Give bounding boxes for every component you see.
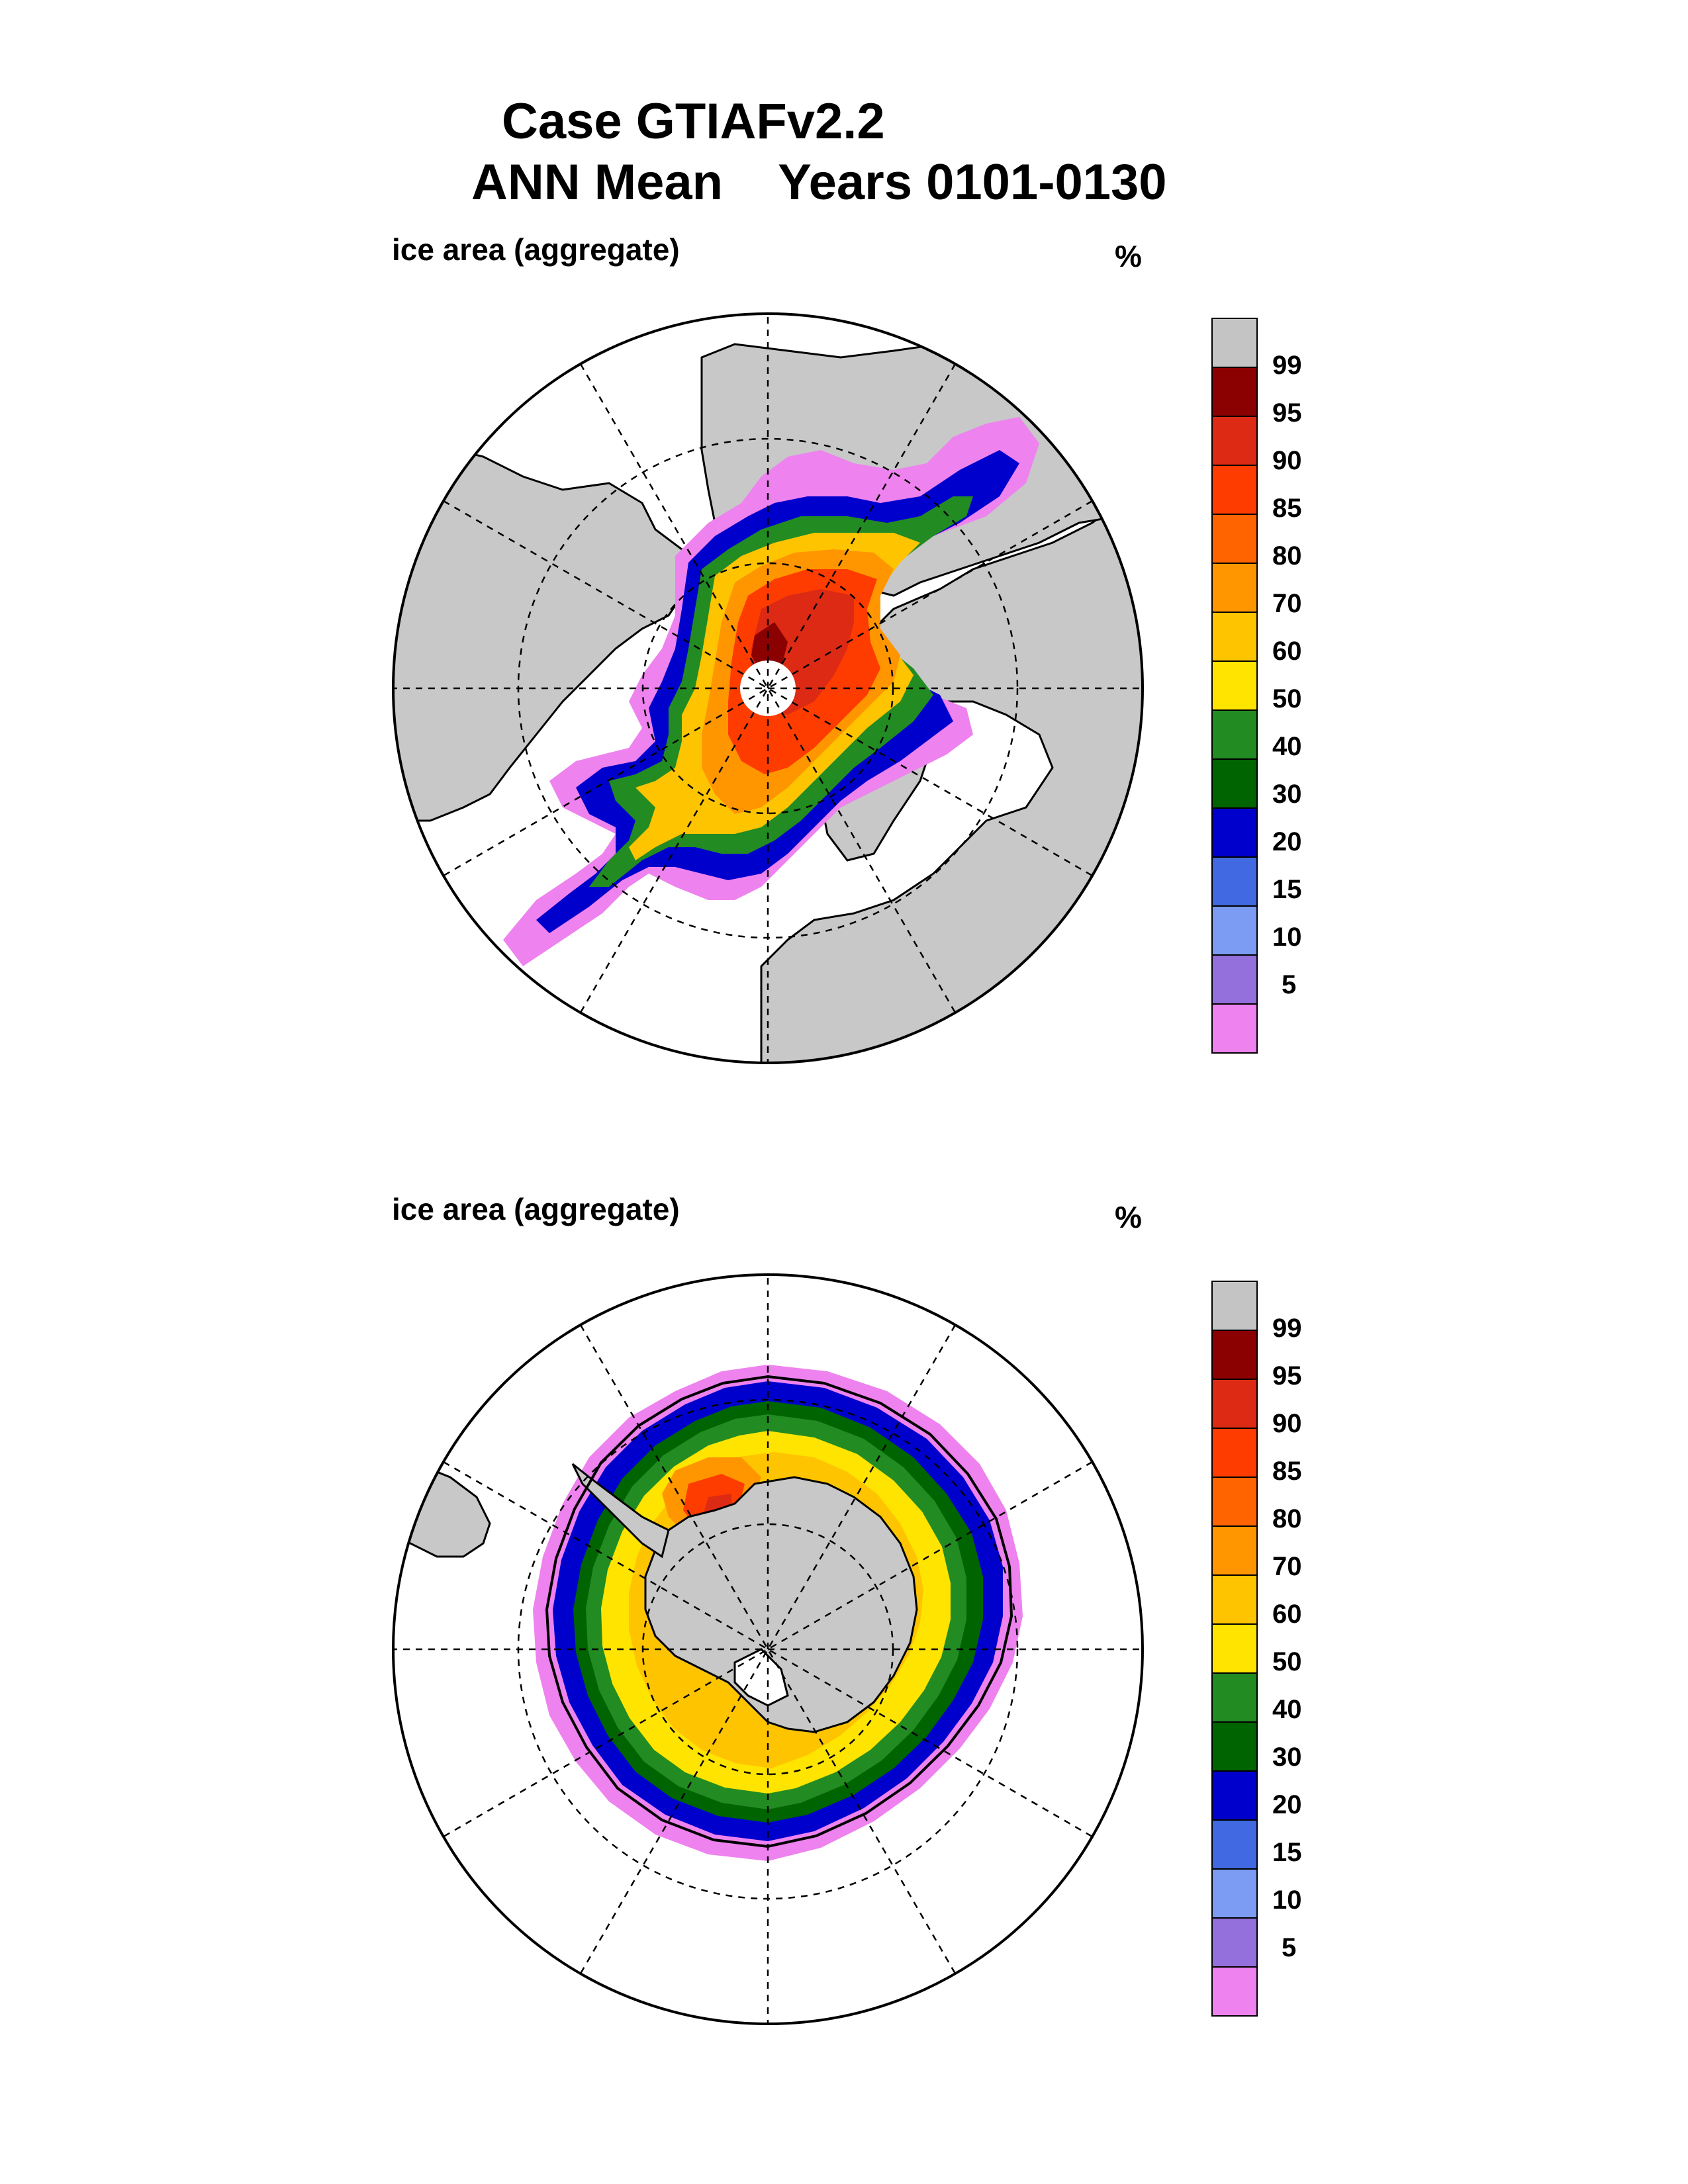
colorbar-swatch: [1211, 858, 1258, 907]
colorbar-level-label: 60: [1272, 637, 1302, 666]
south-unit-label: %: [1115, 1200, 1142, 1234]
colorbar-swatch: [1211, 368, 1258, 417]
colorbar-level-label: 30: [1272, 1743, 1302, 1772]
south-colorbar-boxes: [1211, 1281, 1258, 2017]
colorbar-swatch: [1211, 1380, 1258, 1429]
colorbar-swatch: [1211, 1674, 1258, 1723]
colorbar-swatch: [1211, 515, 1258, 564]
antarctic-map: [392, 1273, 1144, 2025]
colorbar-swatch: [1211, 1772, 1258, 1821]
colorbar-swatch: [1211, 1527, 1258, 1576]
colorbar-swatch: [1211, 564, 1258, 613]
colorbar-level-label: 5: [1282, 970, 1297, 999]
north-unit-label: %: [1115, 239, 1142, 273]
ross-ice-shelf: [733, 1648, 789, 1707]
title-line-1: Case GTIAFv2.2: [502, 93, 885, 150]
colorbar-swatch: [1211, 809, 1258, 858]
graticule: [393, 1275, 1143, 2024]
antarctic-peninsula-land: [571, 1463, 670, 1559]
colorbar-swatch: [1211, 1331, 1258, 1380]
colorbar-level-label: 20: [1272, 827, 1302, 856]
colorbar-level-label: 20: [1272, 1790, 1302, 1819]
colorbar-level-label: 15: [1272, 875, 1302, 904]
north-colorbar: 99 95 90 85 80 70 60 50 40 30 20 15 10 5: [1211, 318, 1302, 1054]
north-panel-label: ice area (aggregate): [392, 232, 680, 267]
colorbar-level-label: 80: [1272, 541, 1302, 570]
colorbar-swatch: [1211, 318, 1258, 368]
colorbar-swatch: [1211, 1968, 1258, 2017]
colorbar-level-label: 95: [1272, 398, 1302, 428]
colorbar-swatch: [1211, 1723, 1258, 1772]
map-border: [392, 1273, 1144, 2025]
south-colorbar: 99 95 90 85 80 70 60 50 40 30 20 15 10 5: [1211, 1281, 1302, 2017]
colorbar-level-label: 99: [1272, 351, 1302, 380]
graticule: [393, 314, 1143, 1063]
colorbar-level-label: 90: [1272, 1409, 1302, 1438]
colorbar-swatch: [1211, 466, 1258, 515]
colorbar-level-label: 50: [1272, 684, 1302, 713]
colorbar-swatch: [1211, 1005, 1258, 1054]
colorbar-swatch: [1211, 1919, 1258, 1968]
colorbar-swatch: [1211, 711, 1258, 760]
colorbar-level-label: 15: [1272, 1838, 1302, 1867]
colorbar-swatch: [1211, 1576, 1258, 1625]
colorbar-swatch: [1211, 1429, 1258, 1478]
colorbar-swatch: [1211, 1478, 1258, 1527]
colorbar-level-label: 60: [1272, 1600, 1302, 1629]
title-line-2: ANN Mean Years 0101-0130: [471, 154, 1167, 210]
map-border: [392, 312, 1144, 1064]
colorbar-swatch: [1211, 417, 1258, 466]
colorbar-swatch: [1211, 1870, 1258, 1919]
colorbar-level-label: 90: [1272, 446, 1302, 475]
colorbar-level-label: 70: [1272, 1552, 1302, 1581]
colorbar-level-label: 10: [1272, 1886, 1302, 1915]
colorbar-level-label: 70: [1272, 589, 1302, 618]
colorbar-level-label: 85: [1272, 1457, 1302, 1486]
north-colorbar-boxes: [1211, 318, 1258, 1054]
south-panel-label: ice area (aggregate): [392, 1192, 680, 1226]
colorbar-level-label: 99: [1272, 1314, 1302, 1343]
colorbar-level-label: 80: [1272, 1504, 1302, 1533]
colorbar-swatch: [1211, 613, 1258, 662]
colorbar-level-label: 40: [1272, 732, 1302, 761]
colorbar-swatch: [1211, 956, 1258, 1005]
colorbar-level-label: 50: [1272, 1647, 1302, 1676]
colorbar-level-label: 30: [1272, 780, 1302, 809]
colorbar-swatch: [1211, 907, 1258, 956]
colorbar-swatch: [1211, 760, 1258, 809]
colorbar-level-label: 40: [1272, 1695, 1302, 1724]
colorbar-swatch: [1211, 1281, 1258, 1331]
colorbar-level-label: 5: [1282, 1933, 1297, 1962]
colorbar-swatch: [1211, 662, 1258, 711]
colorbar-swatch: [1211, 1625, 1258, 1674]
arctic-map: [392, 312, 1144, 1064]
colorbar-swatch: [1211, 1821, 1258, 1870]
colorbar-level-label: 95: [1272, 1361, 1302, 1390]
north-america-land: [393, 442, 696, 822]
colorbar-level-label: 10: [1272, 923, 1302, 952]
colorbar-level-label: 85: [1272, 494, 1302, 523]
